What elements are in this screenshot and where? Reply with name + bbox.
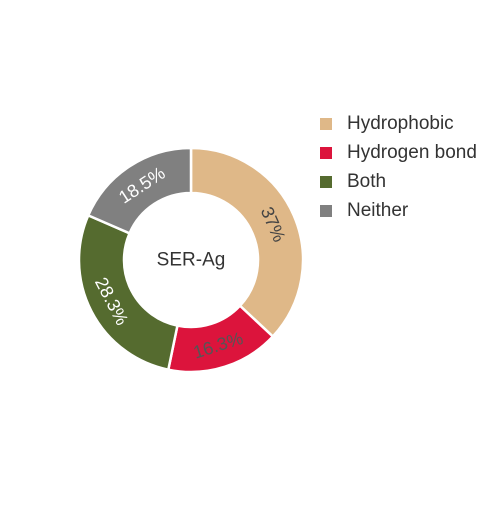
legend-item-neither: Neither: [320, 196, 477, 225]
legend-swatch-hydrophobic: [320, 117, 332, 130]
legend-swatch-both: [320, 175, 332, 188]
legend-swatch-hydrogen-bond: [320, 146, 332, 159]
donut-slice-hydrophobic: [189, 146, 305, 339]
chart-legend: Hydrophobic Hydrogen bond Both Neither: [320, 109, 477, 225]
donut-slice-neither: [86, 146, 193, 235]
legend-item-both: Both: [320, 167, 477, 196]
donut-slice-both: [77, 213, 179, 372]
legend-swatch-neither: [320, 204, 332, 217]
legend-label-hydrogen-bond: Hydrogen bond: [347, 141, 477, 163]
legend-label-both: Both: [347, 170, 387, 192]
donut-center-label: SER-Ag: [157, 250, 226, 271]
legend-label-neither: Neither: [347, 199, 409, 221]
legend-item-hydrogen-bond: Hydrogen bond: [320, 138, 477, 167]
legend-item-hydrophobic: Hydrophobic: [320, 109, 477, 138]
legend-label-hydrophobic: Hydrophobic: [347, 112, 454, 134]
